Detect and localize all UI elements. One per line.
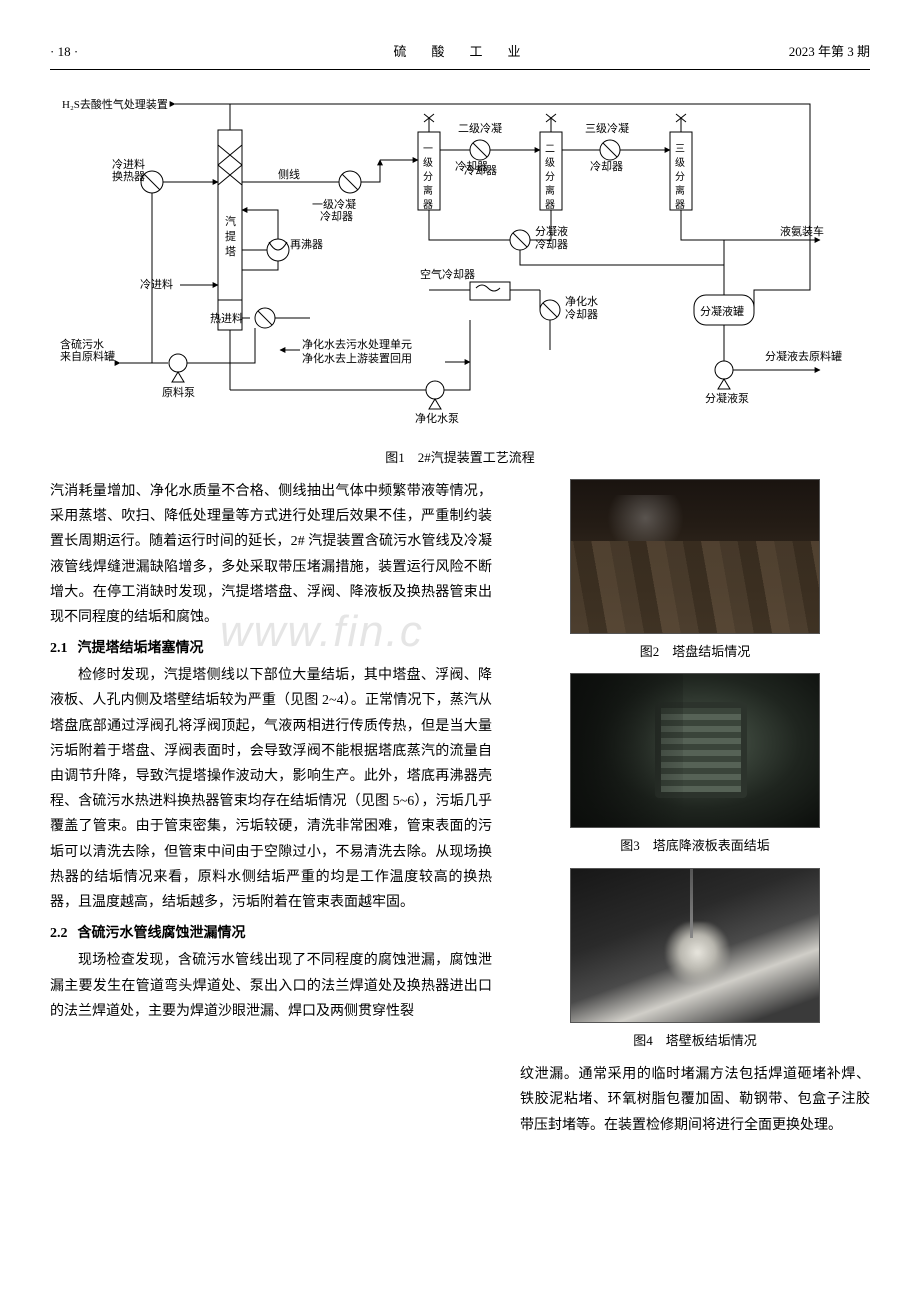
svg-text:级: 级 <box>423 157 433 169</box>
svg-text:再沸器: 再沸器 <box>290 238 323 251</box>
left-column: 汽消耗量增加、净化水质量不合格、侧线抽出气体中频繁带液等情况，采用蒸塔、吹扫、降… <box>50 479 492 1138</box>
figure-4-caption: 图4 塔壁板结垢情况 <box>520 1029 870 1052</box>
figure-3: 图3 塔底降液板表面结垢 <box>520 673 870 857</box>
svg-text:冷却器: 冷却器 <box>455 160 488 173</box>
svg-text:净化水泵: 净化水泵 <box>415 411 459 425</box>
lead-paragraph: 汽消耗量增加、净化水质量不合格、侧线抽出气体中频繁带液等情况，采用蒸塔、吹扫、降… <box>50 479 492 630</box>
svg-text:离: 离 <box>675 184 685 197</box>
flow-svg: H₂S去酸性气处理装置 汽 提 塔 冷进料 换热器 侧线 <box>50 90 870 430</box>
section-num: 2.1 <box>50 636 68 661</box>
svg-text:净化水: 净化水 <box>565 294 598 308</box>
section-num: 2.2 <box>50 921 68 946</box>
figure-2-caption: 图2 塔盘结垢情况 <box>520 640 870 663</box>
figure-2-photo <box>570 479 820 634</box>
svg-text:热进料: 热进料 <box>210 311 243 325</box>
svg-text:分凝液去原料罐: 分凝液去原料罐 <box>765 349 842 363</box>
figure-2: 图2 塔盘结垢情况 <box>520 479 870 663</box>
section-2-2-heading: 2.2 含硫污水管线腐蚀泄漏情况 <box>50 921 492 946</box>
figure1-caption: 图1 2#汽提装置工艺流程 <box>50 446 870 469</box>
svg-text:分凝液罐: 分凝液罐 <box>700 304 744 318</box>
svg-text:净化水去污水处理单元: 净化水去污水处理单元 <box>302 337 412 351</box>
svg-text:侧线: 侧线 <box>278 167 300 181</box>
svg-text:分: 分 <box>545 171 555 183</box>
svg-text:冷却器: 冷却器 <box>320 210 353 223</box>
section-title: 汽提塔结垢堵塞情况 <box>78 641 204 656</box>
svg-text:冷进料: 冷进料 <box>140 277 173 291</box>
svg-text:二: 二 <box>545 144 555 155</box>
svg-text:换热器: 换热器 <box>112 169 145 183</box>
tail-paragraph: 纹泄漏。通常采用的临时堵漏方法包括焊道砸堵补焊、铁胶泥粘堵、环氧树脂包覆加固、勒… <box>520 1062 870 1138</box>
svg-text:含硫污水: 含硫污水 <box>60 337 104 351</box>
svg-text:二级冷凝: 二级冷凝 <box>458 121 502 135</box>
svg-text:一级冷凝: 一级冷凝 <box>312 197 356 211</box>
svg-text:分: 分 <box>423 171 433 183</box>
svg-text:器: 器 <box>675 199 685 211</box>
process-diagram: H₂S去酸性气处理装置 汽 提 塔 冷进料 换热器 侧线 <box>50 90 870 469</box>
svg-text:离: 离 <box>545 184 555 197</box>
section-2-2-para: 现场检查发现，含硫污水管线出现了不同程度的腐蚀泄漏，腐蚀泄漏主要发生在管道弯头焊… <box>50 948 492 1024</box>
svg-text:级: 级 <box>545 157 555 169</box>
issue-label: 2023 年第 3 期 <box>750 40 870 63</box>
svg-text:来自原料罐: 来自原料罐 <box>60 349 115 363</box>
svg-text:冷却器: 冷却器 <box>565 308 598 321</box>
svg-text:器: 器 <box>423 199 433 211</box>
svg-text:净化水去上游装置回用: 净化水去上游装置回用 <box>302 351 412 365</box>
figure-3-photo <box>570 673 820 828</box>
section-2-1-para: 检修时发现，汽提塔侧线以下部位大量结垢，其中塔盘、浮阀、降液板、人孔内侧及塔壁结… <box>50 663 492 915</box>
svg-text:冷进料: 冷进料 <box>112 157 145 171</box>
svg-text:分: 分 <box>675 171 685 183</box>
svg-text:器: 器 <box>545 199 555 211</box>
svg-text:三级冷凝: 三级冷凝 <box>585 121 629 135</box>
page-number: · 18 · <box>50 40 170 63</box>
svg-text:离: 离 <box>423 184 433 197</box>
svg-text:液氨装车: 液氨装车 <box>780 224 824 238</box>
figure-4-photo <box>570 868 820 1023</box>
svg-text:提: 提 <box>225 230 236 243</box>
section-2-1-heading: 2.1 汽提塔结垢堵塞情况 <box>50 636 492 661</box>
section-title: 含硫污水管线腐蚀泄漏情况 <box>78 926 246 941</box>
right-column: 图2 塔盘结垢情况 图3 塔底降液板表面结垢 图4 塔壁板结垢情况 纹泄漏。通常… <box>520 479 870 1138</box>
svg-text:原料泵: 原料泵 <box>162 385 195 399</box>
page-header: · 18 · 硫 酸 工 业 2023 年第 3 期 <box>50 40 870 70</box>
svg-text:塔: 塔 <box>225 245 236 258</box>
journal-title: 硫 酸 工 业 <box>170 40 750 63</box>
svg-text:级: 级 <box>675 157 685 169</box>
svg-text:分凝液泵: 分凝液泵 <box>705 391 749 405</box>
svg-text:三: 三 <box>675 144 685 155</box>
figure-3-caption: 图3 塔底降液板表面结垢 <box>520 834 870 857</box>
figure-4: 图4 塔壁板结垢情况 <box>520 868 870 1052</box>
lbl-h2s: H₂S去酸性气处理装置 <box>62 97 168 111</box>
svg-text:空气冷却器: 空气冷却器 <box>420 267 475 281</box>
svg-text:冷却器: 冷却器 <box>590 160 623 173</box>
svg-text:一: 一 <box>423 144 433 155</box>
lbl-stripper: 汽 <box>225 214 236 228</box>
